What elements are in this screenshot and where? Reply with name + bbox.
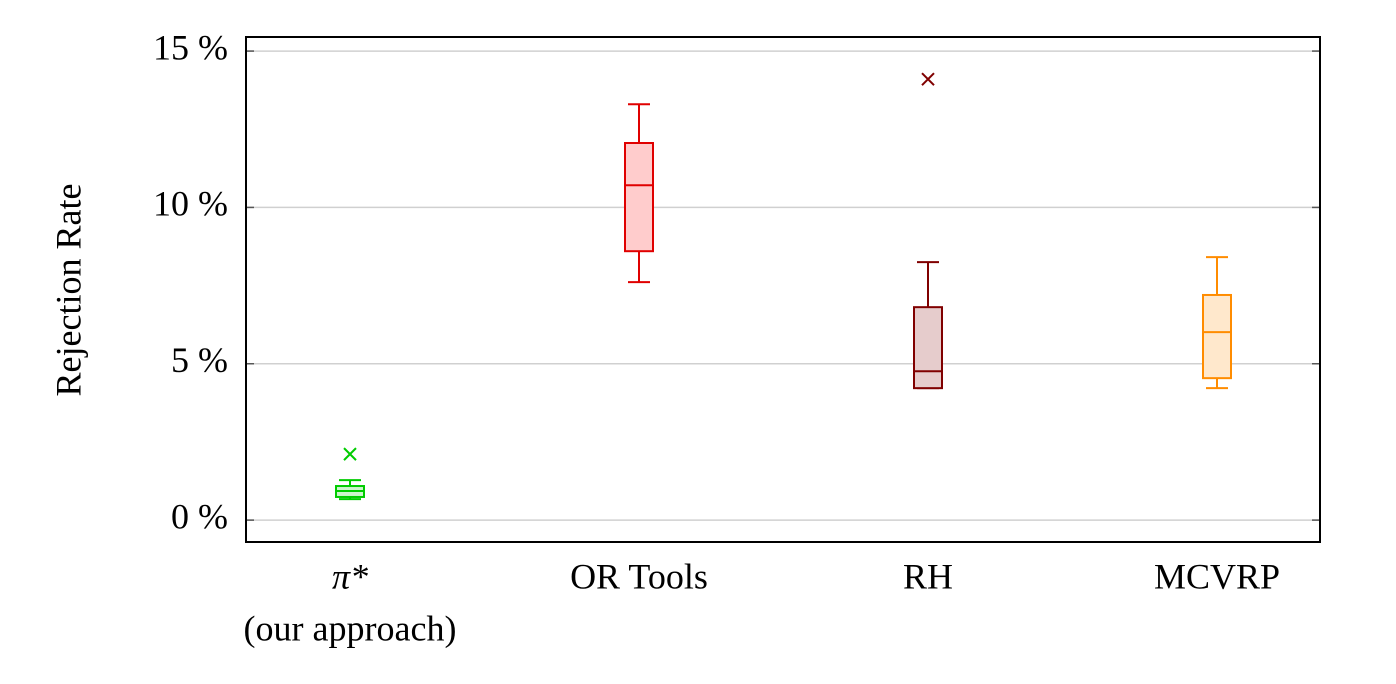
box <box>1202 293 1232 380</box>
x-tick-label: (our approach) <box>244 608 457 648</box>
x-tick-label: MCVRP <box>1154 556 1280 596</box>
x-tick-label: OR Tools <box>570 556 708 596</box>
y-tick-label: 5 % <box>171 340 228 380</box>
y-tick-label: 10 % <box>153 184 228 224</box>
outlier <box>343 447 357 461</box>
plot-frame <box>245 36 1321 543</box>
box <box>624 142 654 253</box>
y-axis-label: Rejection Rate <box>48 184 88 397</box>
box <box>913 306 943 390</box>
outlier <box>921 72 935 86</box>
x-tick-label: RH <box>903 556 953 596</box>
y-tick-label: 15 % <box>153 27 228 67</box>
x-tick-label: π* <box>332 556 368 596</box>
y-tick-label: 0 % <box>171 496 228 536</box>
